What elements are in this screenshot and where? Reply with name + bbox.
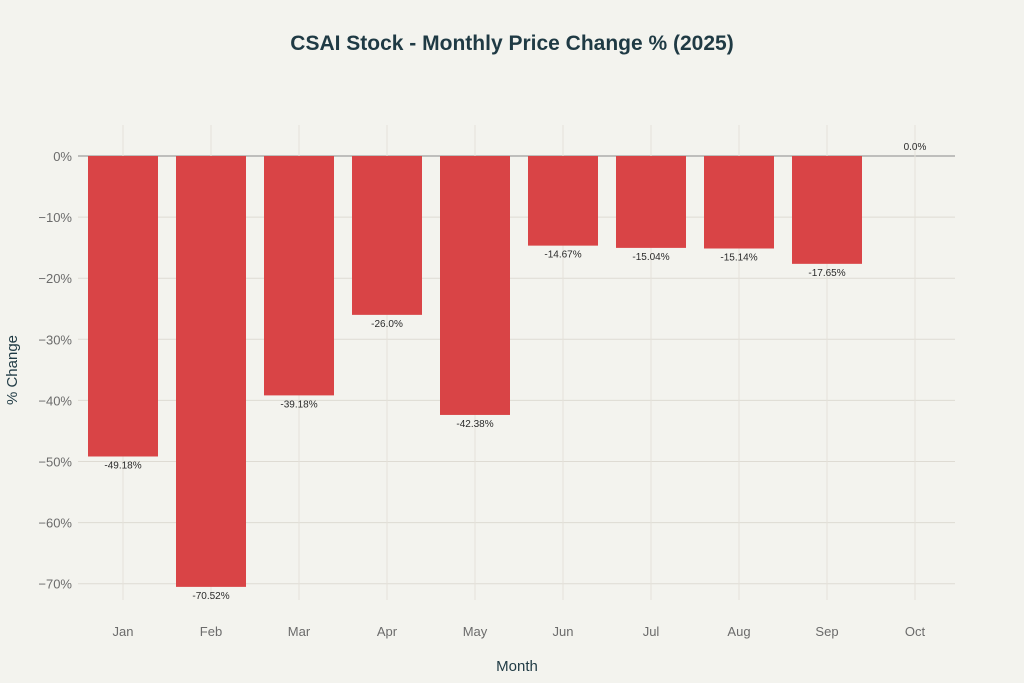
chart-title: CSAI Stock - Monthly Price Change % (202…: [290, 32, 733, 55]
bar-feb: [176, 156, 246, 587]
bar-jun: [528, 156, 598, 246]
y-tick-label: −10%: [38, 210, 72, 225]
x-tick-label: May: [463, 624, 488, 639]
bar-mar: [264, 156, 334, 396]
y-axis-ticks: 0% −10% −20% −30% −40% −50% −60% −70%: [38, 149, 72, 592]
data-label: -42.38%: [456, 419, 493, 430]
y-tick-label: −20%: [38, 271, 72, 286]
x-tick-label: Feb: [200, 624, 222, 639]
data-label: -49.18%: [104, 460, 141, 471]
y-tick-label: −40%: [38, 393, 72, 408]
x-tick-label: Jun: [553, 624, 574, 639]
y-tick-label: −50%: [38, 455, 72, 470]
y-tick-label: −30%: [38, 332, 72, 347]
data-label: 0.0%: [904, 142, 927, 153]
bar-aug: [704, 156, 774, 249]
x-axis-title: Month: [496, 658, 538, 675]
data-label: -15.04%: [632, 252, 669, 263]
data-labels: -49.18% -70.52% -39.18% -26.0% -42.38% -14.67…: [104, 142, 926, 602]
data-label: -15.14%: [720, 253, 757, 264]
bar-jul: [616, 156, 686, 248]
bar-apr: [352, 156, 422, 315]
x-tick-label: Oct: [905, 624, 926, 639]
data-label: -14.67%: [544, 250, 581, 261]
bars: [88, 156, 862, 587]
data-label: -39.18%: [280, 399, 317, 410]
data-label: -26.0%: [371, 319, 403, 330]
data-label: -17.65%: [808, 268, 845, 279]
x-tick-label: Jan: [113, 624, 134, 639]
y-tick-label: −60%: [38, 516, 72, 531]
data-label: -70.52%: [192, 591, 229, 602]
y-tick-label: 0%: [53, 149, 72, 164]
x-tick-label: Aug: [727, 624, 750, 639]
x-tick-label: Sep: [815, 624, 838, 639]
x-tick-label: Mar: [288, 624, 311, 639]
x-tick-label: Jul: [643, 624, 660, 639]
y-axis-title: % Change: [4, 335, 21, 405]
bar-sep: [792, 156, 862, 264]
x-tick-label: Apr: [377, 624, 398, 639]
y-tick-label: −70%: [38, 577, 72, 592]
bar-jan: [88, 156, 158, 457]
x-axis-ticks: Jan Feb Mar Apr May Jun Jul Aug Sep Oct: [113, 624, 926, 639]
bar-may: [440, 156, 510, 415]
